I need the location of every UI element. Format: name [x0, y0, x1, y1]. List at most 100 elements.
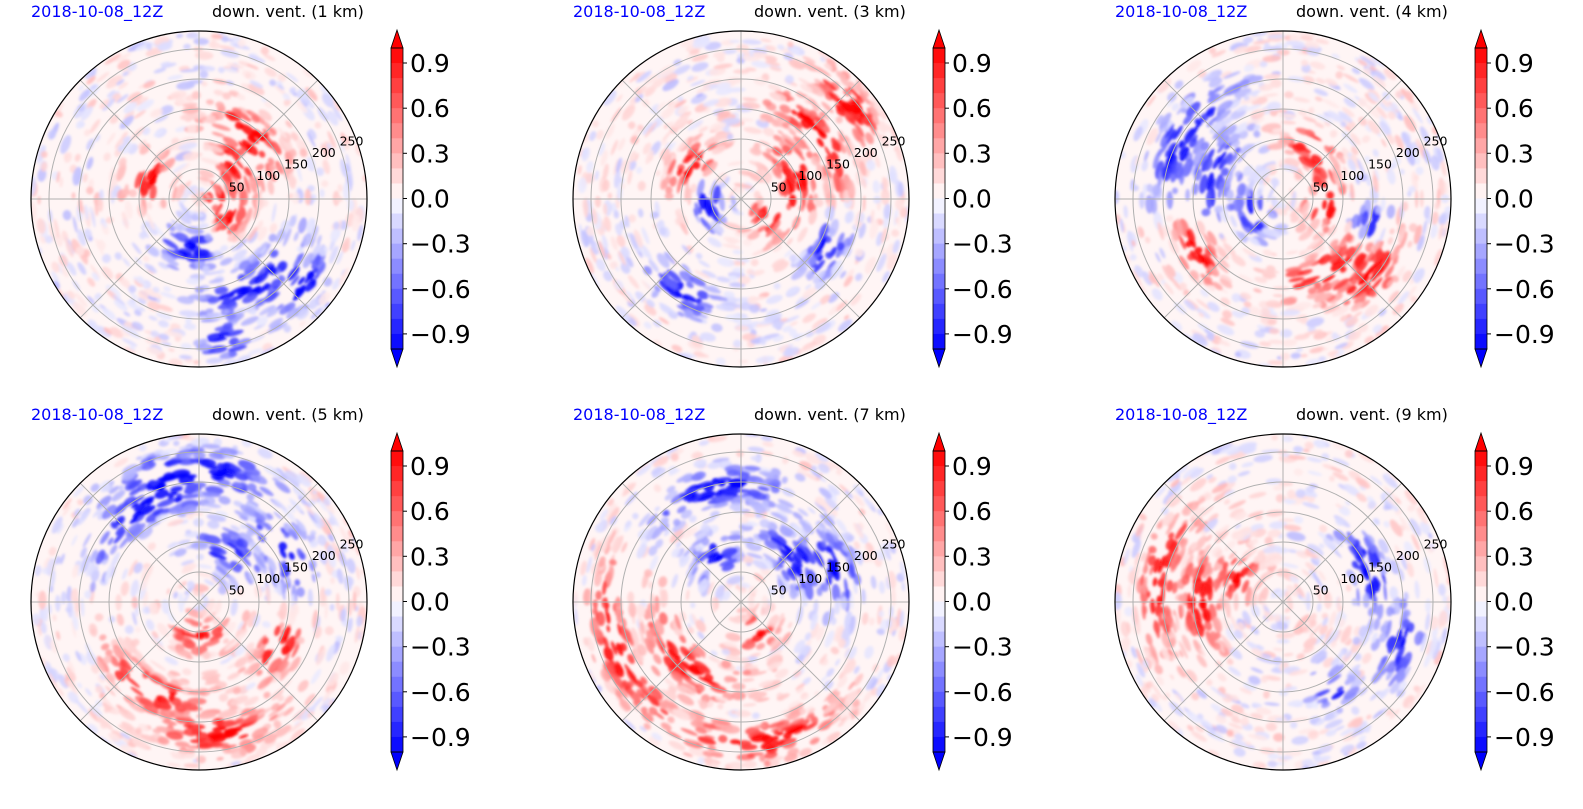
colorbar-segment: [933, 736, 945, 753]
contour-cell: [117, 136, 131, 152]
contour-cell: [590, 271, 600, 288]
contour-cell: [741, 101, 761, 110]
contour-cell: [121, 131, 128, 139]
polar-grid: [31, 434, 367, 770]
contour-cell: [762, 99, 772, 107]
contour-cell: [1182, 158, 1194, 177]
contour-cell: [1386, 279, 1393, 287]
contour-cell: [826, 155, 834, 170]
contour-cell: [733, 182, 754, 189]
contour-cell: [638, 512, 651, 527]
colorbar-segment: [933, 273, 945, 290]
contour-cell: [751, 269, 765, 276]
contour-cell: [1405, 147, 1416, 166]
contour-cell: [198, 169, 215, 179]
contour-cell: [829, 514, 836, 520]
contour-cell: [695, 304, 705, 311]
contour-cell: [1152, 151, 1160, 169]
colorbar-segment: [933, 556, 945, 572]
contour-cell: [1203, 253, 1217, 269]
contour-cell: [837, 676, 848, 689]
contour-cell: [739, 516, 749, 524]
contour-cell: [787, 167, 797, 185]
contour-cell: [101, 222, 109, 235]
contour-cell: [132, 511, 142, 519]
contour-cell: [651, 290, 659, 298]
contour-cell: [196, 712, 216, 718]
contour-cell: [222, 136, 239, 148]
contour-cell: [1167, 92, 1177, 102]
contour-cell: [123, 311, 131, 317]
contour-cell: [697, 736, 715, 744]
contour-cell: [1350, 146, 1359, 156]
colorbar-tick-label: −0.9: [410, 723, 471, 752]
contour-cell: [864, 545, 873, 563]
colorbar-segment: [933, 123, 945, 139]
contour-cell: [589, 247, 597, 264]
contour-cell: [1358, 77, 1375, 91]
contour-cell: [324, 602, 329, 620]
contour-cell: [791, 266, 808, 281]
azimuth-gridline: [621, 601, 742, 722]
contour-cell: [680, 670, 690, 678]
contour-cell: [872, 115, 879, 125]
contour-cell: [297, 276, 306, 285]
contour-cell: [90, 84, 97, 90]
contour-cell: [715, 86, 734, 96]
contour-cell: [254, 283, 270, 296]
contour-cell: [698, 192, 707, 210]
contour-cell: [270, 173, 277, 182]
contour-cell: [1302, 155, 1317, 167]
colorbar-segment: [391, 526, 403, 542]
contour-cell: [1215, 261, 1229, 274]
azimuth-gridline: [198, 79, 319, 200]
contour-cell: [610, 236, 618, 251]
contour-cell: [270, 702, 280, 711]
contour-cell: [107, 537, 114, 546]
contour-cell: [214, 599, 222, 615]
date-label: 2018-10-08_12Z: [1115, 2, 1248, 21]
colorbar-segment: [391, 631, 403, 648]
contour-cell: [748, 602, 760, 619]
contour-cell: [759, 336, 767, 346]
contour-cell: [676, 505, 687, 514]
contour-cell: [841, 625, 851, 643]
contour-cell: [608, 506, 620, 522]
contour-cell: [787, 41, 794, 48]
contour-cell: [115, 273, 123, 281]
contour-cell: [765, 649, 783, 662]
colorbar-extend-min: [932, 751, 946, 772]
contour-cell: [738, 170, 753, 176]
colorbar-tick-label: −0.3: [410, 633, 471, 662]
contour-cell: [243, 260, 261, 275]
contour-cell: [804, 452, 820, 463]
contour-cell: [1410, 296, 1418, 303]
contour-cell: [1181, 107, 1187, 114]
contour-cell: [765, 147, 772, 154]
contour-cell: [197, 737, 213, 743]
contour-cell: [1307, 287, 1317, 295]
contour-cell: [628, 602, 637, 618]
contour-cell: [131, 656, 142, 666]
contour-cell: [624, 520, 632, 528]
contour-cell: [193, 360, 201, 365]
contour-cell: [842, 657, 855, 676]
contour-cell: [335, 635, 344, 643]
contour-cell: [800, 692, 807, 697]
contour-cell: [707, 435, 728, 443]
contour-cell: [1180, 174, 1185, 186]
contour-cell: [825, 532, 836, 546]
contour-cell: [628, 160, 637, 171]
chart-panel: 2018-10-08_12Z down. vent. (7 km) 50 100 150…: [542, 403, 1082, 803]
contour-cell: [723, 641, 738, 648]
contour-cell: [1251, 32, 1268, 37]
contour-cell: [256, 669, 263, 676]
contour-cell: [716, 276, 731, 283]
contour-cell: [780, 724, 798, 732]
contour-cell: [153, 67, 167, 74]
contour-cell: [886, 655, 896, 668]
contour-cell: [733, 339, 742, 348]
contour-cell: [1236, 182, 1246, 197]
